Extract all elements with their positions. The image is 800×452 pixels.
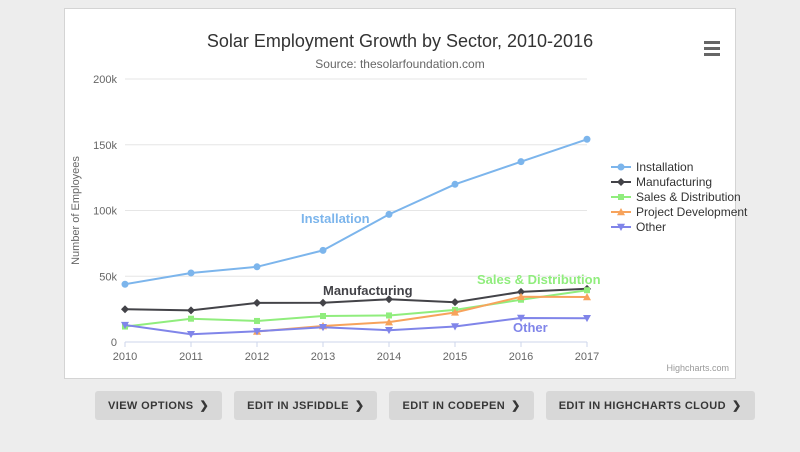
series-point-manufacturing[interactable] <box>319 298 327 307</box>
hamburger-icon <box>704 46 720 50</box>
chevron-right-icon: ❯ <box>511 400 521 412</box>
chart-title: Solar Employment Growth by Sector, 2010-… <box>206 31 594 51</box>
series-point-installation[interactable] <box>121 280 129 288</box>
series-line-sales-distribution[interactable] <box>124 289 588 328</box>
y-axis-title: Number of Employees <box>70 156 82 265</box>
series-point-manufacturing[interactable] <box>517 287 525 296</box>
hamburger-icon <box>704 52 720 56</box>
series-point-other[interactable] <box>253 328 261 336</box>
button-label: VIEW OPTIONS <box>108 399 194 412</box>
series-point-installation[interactable] <box>583 135 591 143</box>
series-point-project-development[interactable] <box>517 292 525 300</box>
chart-card: 0 50k 100k 150k 200k 2010 2011 2012 2013 2014 2015… <box>64 8 747 379</box>
edit-in-highcharts-cloud-button[interactable]: EDIT IN HIGHCHARTS CLOUD ❯ <box>545 391 755 420</box>
x-axis-label: 2017 <box>575 351 599 363</box>
line-triangle-down-marker-icon <box>611 221 631 233</box>
series-point-other[interactable] <box>517 314 525 322</box>
legend-label: Sales & Distribution <box>636 189 741 204</box>
series-point-installation[interactable] <box>187 269 195 277</box>
series-point-other[interactable] <box>121 321 129 330</box>
series-point-other[interactable] <box>451 323 459 331</box>
legend-item-other[interactable]: Other <box>611 219 747 234</box>
series-point-sales-distribution[interactable] <box>320 313 326 320</box>
legend-item-sales-distribution[interactable]: Sales & Distribution <box>611 189 747 204</box>
y-axis-label: 50k <box>99 271 117 283</box>
legend-symbol <box>617 223 625 231</box>
line-diamond-marker-icon <box>611 176 631 188</box>
x-axis-label: 2011 <box>179 351 203 363</box>
legend-item-project-development[interactable]: Project Development <box>611 204 747 219</box>
legend-label: Installation <box>636 159 694 174</box>
edit-in-jsfiddle-button[interactable]: EDIT IN JSFIDDLE ❯ <box>234 391 378 420</box>
x-axis-label: 2016 <box>509 351 533 363</box>
chart-context-menu-button[interactable] <box>699 37 725 59</box>
chevron-right-icon: ❯ <box>731 400 742 412</box>
view-options-button[interactable]: VIEW OPTIONS ❯ <box>95 391 223 420</box>
series-line-installation[interactable] <box>124 138 588 286</box>
series-point-installation[interactable] <box>319 246 327 254</box>
series-line-other[interactable] <box>124 317 588 336</box>
button-label: EDIT IN CODEPEN <box>402 399 506 412</box>
series-point-manufacturing[interactable] <box>187 306 195 315</box>
legend-symbol <box>617 207 625 215</box>
series-point-other[interactable] <box>187 330 195 339</box>
series-point-sales-distribution[interactable] <box>584 287 590 294</box>
chart-subtitle: Source: thesolarfoundation.com <box>315 57 485 71</box>
demo-button-row: VIEW OPTIONS ❯ EDIT IN JSFIDDLE ❯ EDIT I… <box>95 391 755 420</box>
legend-symbol <box>618 193 624 200</box>
chart-legend: Installation Manufacturing Sales & Distr… <box>611 159 747 234</box>
series-point-other[interactable] <box>385 326 393 335</box>
series-point-sales-distribution[interactable] <box>188 315 194 322</box>
x-axis-label: 2012 <box>245 351 269 363</box>
series-point-installation[interactable] <box>517 158 525 166</box>
series-point-other[interactable] <box>583 314 591 323</box>
legend-label: Manufacturing <box>636 174 713 189</box>
button-label: EDIT IN JSFIDDLE <box>247 399 349 412</box>
series-point-other[interactable] <box>319 324 327 332</box>
series-point-manufacturing[interactable] <box>385 295 393 304</box>
series-point-installation[interactable] <box>385 210 393 218</box>
legend-label: Other <box>636 219 667 234</box>
legend-item-installation[interactable]: Installation <box>611 159 747 174</box>
x-axis-label: 2010 <box>113 351 137 363</box>
y-axis-label: 150k <box>93 140 117 152</box>
legend-symbol <box>617 163 625 170</box>
legend-label: Project Development <box>636 204 748 219</box>
line-triangle-marker-icon <box>611 206 631 218</box>
y-axis-label: 0 <box>111 337 117 349</box>
chart-plot: 0 50k 100k 150k 200k 2010 2011 2012 2013 2014 2015… <box>70 74 599 363</box>
series-point-sales-distribution[interactable] <box>254 317 260 324</box>
chevron-right-icon: ❯ <box>354 400 365 412</box>
series-point-manufacturing[interactable] <box>451 298 459 307</box>
line-square-marker-icon <box>611 191 631 203</box>
x-axis-label: 2014 <box>377 351 401 363</box>
line-circle-marker-icon <box>611 161 631 173</box>
series-point-project-development[interactable] <box>451 308 459 316</box>
legend-symbol <box>617 177 625 186</box>
series-point-manufacturing[interactable] <box>253 298 261 307</box>
series-point-installation[interactable] <box>451 180 459 188</box>
series-point-project-development[interactable] <box>583 292 591 301</box>
series-point-project-development[interactable] <box>385 318 393 326</box>
legend-item-manufacturing[interactable]: Manufacturing <box>611 174 747 189</box>
y-axis-label: 200k <box>93 74 117 86</box>
button-label: EDIT IN HIGHCHARTS CLOUD <box>558 399 726 412</box>
series-point-installation[interactable] <box>253 263 261 271</box>
series-line-manufacturing[interactable] <box>124 287 588 312</box>
series-point-manufacturing[interactable] <box>121 305 129 314</box>
series-point-sales-distribution[interactable] <box>386 312 392 319</box>
x-axis-label: 2015 <box>443 351 467 363</box>
y-axis-label: 100k <box>93 206 117 218</box>
hamburger-icon <box>704 40 720 44</box>
x-axis-label: 2013 <box>311 351 335 363</box>
chevron-right-icon: ❯ <box>199 400 210 412</box>
highcharts-credit[interactable]: Highcharts.com <box>666 363 729 373</box>
edit-in-codepen-button[interactable]: EDIT IN CODEPEN ❯ <box>389 391 534 420</box>
